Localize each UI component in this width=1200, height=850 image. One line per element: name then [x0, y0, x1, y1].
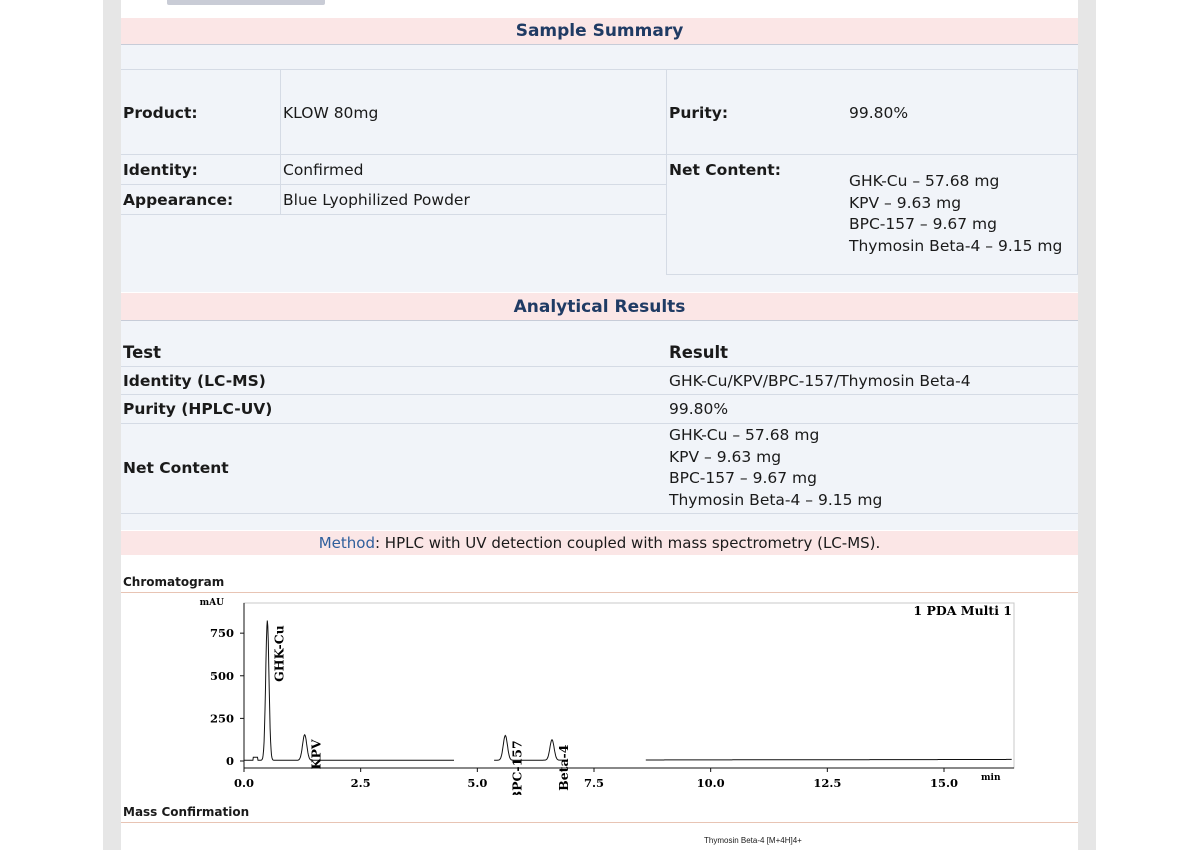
- mass-spectrum-caption: Thymosin Beta-4 [M+4H]4+: [704, 836, 802, 845]
- net-content-item: Thymosin Beta-4 – 9.15 mg: [849, 236, 1063, 255]
- mass-confirmation-divider: [121, 822, 1078, 823]
- sample-summary-band: Sample Summary: [121, 18, 1078, 45]
- peak-labels: GHK-Cu KPV BPC-157 Thymosin Beta-4: [271, 625, 571, 795]
- row-identity-result: GHK-Cu/KPV/BPC-157/Thymosin Beta-4: [669, 372, 971, 390]
- row-purity-test: Purity (HPLC-UV): [123, 400, 273, 418]
- product-label: Product:: [123, 104, 198, 122]
- peak-label: BPC-157: [509, 740, 524, 795]
- y-tick-label: 500: [210, 669, 234, 683]
- chart-axes: 0 250 500 750 0.0 2.5 5.0 7.5 10.0 12.5 15.0: [210, 603, 1014, 790]
- certificate-page: Sample Summary Product: KLOW 80mg Purity…: [121, 0, 1078, 850]
- x-tick-label: 5.0: [467, 776, 487, 790]
- y-tick-label: 750: [210, 626, 234, 640]
- appearance-value: Blue Lyophilized Powder: [283, 191, 470, 209]
- y-axis-label: mAU: [200, 598, 225, 608]
- method-band: Method: HPLC with UV detection coupled w…: [121, 531, 1078, 555]
- analytical-results-band: Analytical Results: [121, 293, 1078, 321]
- x-tick-label: 2.5: [351, 776, 371, 790]
- x-tick-label: 0.0: [234, 776, 254, 790]
- method-description: : HPLC with UV detection coupled with ma…: [374, 534, 881, 552]
- purity-label: Purity:: [669, 104, 729, 122]
- net-content-item: BPC-157 – 9.67 mg: [849, 215, 997, 233]
- chromatogram-divider: [121, 592, 1078, 593]
- header-image-bottom-edge: [167, 0, 325, 5]
- identity-label: Identity:: [123, 161, 198, 179]
- net-content-item: KPV – 9.63 mg: [849, 193, 962, 212]
- net-content-list: GHK-Cu – 57.68 mg KPV – 9.63 mg BPC-157 …: [849, 171, 1062, 257]
- net-content-item: GHK-Cu – 57.68 mg: [849, 172, 1000, 190]
- net-content-item: GHK-Cu – 57.68 mg: [669, 426, 820, 444]
- x-tick-label: 7.5: [584, 776, 604, 790]
- page-margin-left: [103, 0, 121, 850]
- chromatogram-label: Chromatogram: [123, 575, 225, 589]
- mass-confirmation-label: Mass Confirmation: [123, 805, 250, 819]
- x-tick-label: 12.5: [813, 776, 841, 790]
- peak-label: KPV: [309, 739, 324, 769]
- identity-value: Confirmed: [283, 161, 364, 179]
- sample-summary-title: Sample Summary: [515, 21, 684, 41]
- peak-label: GHK-Cu: [271, 625, 286, 682]
- method-label: Method: [318, 534, 375, 552]
- chart-title: 1 PDA Multi 1: [913, 603, 1012, 618]
- row-net-content-test: Net Content: [123, 459, 229, 477]
- table-header-result: Result: [669, 343, 729, 362]
- row-identity-test: Identity (LC-MS): [123, 372, 266, 390]
- net-content-item: BPC-157 – 9.67 mg: [669, 469, 817, 487]
- page-margin-right: [1078, 0, 1096, 850]
- analytical-results-table: Test Result Identity (LC-MS) GHK-Cu/KPV/…: [121, 321, 1078, 530]
- analytical-results-title: Analytical Results: [513, 297, 686, 317]
- method-text: Method: HPLC with UV detection coupled w…: [121, 534, 1078, 552]
- row-purity-result: 99.80%: [669, 400, 729, 418]
- chromatogram-chart: 0 250 500 750 0.0 2.5 5.0 7.5 10.0 12.5 15.0 GHK-C…: [200, 598, 1015, 795]
- net-content-label: Net Content:: [669, 161, 781, 179]
- chromatogram-trace: [244, 620, 1012, 761]
- y-tick-label: 250: [210, 711, 234, 725]
- y-tick-label: 0: [226, 754, 234, 768]
- plot-frame: [243, 602, 1015, 769]
- x-tick-label: 10.0: [697, 776, 725, 790]
- sample-summary-panel: Product: KLOW 80mg Purity: 99.80% Identi…: [121, 45, 1078, 292]
- product-value: KLOW 80mg: [283, 104, 379, 122]
- peak-label: Thymosin Beta-4: [556, 744, 571, 795]
- purity-value: 99.80%: [849, 104, 909, 122]
- appearance-label: Appearance:: [123, 191, 234, 209]
- net-content-item: KPV – 9.63 mg: [669, 447, 782, 466]
- row-net-content-result: GHK-Cu – 57.68 mg KPV – 9.63 mg BPC-157 …: [669, 425, 882, 511]
- table-header-test: Test: [123, 343, 161, 362]
- x-axis-label: min: [981, 773, 1001, 783]
- net-content-item: Thymosin Beta-4 – 9.15 mg: [669, 490, 883, 509]
- x-tick-label: 15.0: [930, 776, 958, 790]
